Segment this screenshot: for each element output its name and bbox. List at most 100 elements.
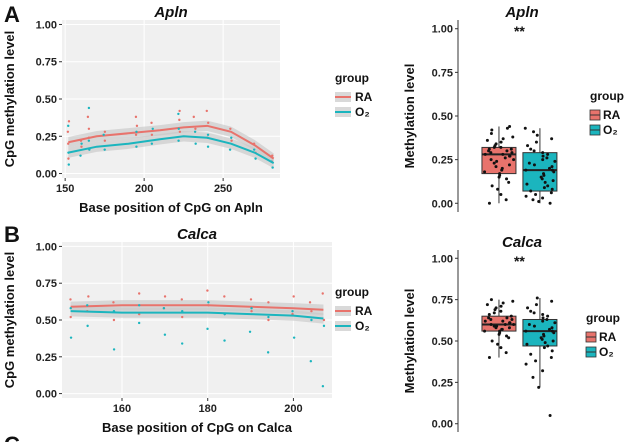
data-point-ra <box>494 165 498 169</box>
data-point-ra <box>490 339 494 343</box>
data-point-ra <box>69 315 72 319</box>
calca-box-chart: 0.00 0.25 0.50 0.75 1.00 Methylation level ** C… <box>402 234 620 432</box>
smooth-line-ra <box>70 304 324 311</box>
apln-box-chart: 0.00 0.25 0.50 0.75 1.00 Methylation level ** A… <box>402 4 624 212</box>
y-axis-label: Methylation level <box>402 289 417 394</box>
data-point-ra <box>489 317 493 321</box>
data-point-ra <box>499 145 503 149</box>
data-point-ra <box>103 139 107 142</box>
data-point-o <box>69 307 72 310</box>
data-point-ra <box>112 301 115 304</box>
data-point-ra <box>80 145 83 148</box>
data-point-ra <box>267 301 270 304</box>
data-point-ra <box>500 166 504 170</box>
data-point-o <box>80 142 83 145</box>
smooth-line-o <box>70 310 324 320</box>
data-point-o <box>532 311 536 315</box>
data-point-o <box>248 330 252 333</box>
data-point-o <box>524 194 528 198</box>
data-point-ra <box>487 316 491 320</box>
data-point-o <box>162 307 166 310</box>
data-point-o <box>250 307 253 310</box>
data-point-o <box>206 133 210 136</box>
chart-title: Calca <box>502 234 542 251</box>
smooth-line-ra <box>68 124 275 160</box>
data-point-ra <box>310 309 313 313</box>
data-point-ra <box>267 318 270 322</box>
data-point-o <box>539 336 543 340</box>
data-point-o <box>86 304 89 307</box>
data-point-ra <box>181 315 184 319</box>
data-point-ra <box>490 184 494 188</box>
data-point-o <box>524 362 528 366</box>
data-point-o <box>542 172 546 176</box>
data-point-o <box>223 339 226 342</box>
data-point-o <box>524 168 528 172</box>
data-point-o <box>137 304 141 307</box>
data-point-o <box>102 133 105 136</box>
data-point-o <box>532 163 536 167</box>
data-point-o <box>548 413 552 417</box>
confidence-band-o <box>68 131 274 169</box>
data-point-o <box>526 306 530 310</box>
data-point-o <box>531 375 535 379</box>
data-point-ra <box>492 324 496 328</box>
data-point-o <box>177 139 180 142</box>
data-point-ra <box>496 187 500 191</box>
data-point-o <box>541 316 545 320</box>
data-point-ra <box>501 137 505 141</box>
data-point-o <box>547 166 551 170</box>
data-point-ra <box>500 327 504 331</box>
data-point-ra <box>505 149 509 153</box>
data-point-ra <box>178 109 181 113</box>
data-point-o <box>541 319 545 323</box>
data-point-o <box>527 322 531 326</box>
data-point-ra <box>512 322 516 326</box>
data-point-o <box>529 147 533 151</box>
y-tick-label: 0.25 <box>432 155 453 167</box>
data-point-o <box>541 196 545 200</box>
data-point-o <box>532 324 536 328</box>
data-point-ra <box>487 313 491 317</box>
data-point-ra <box>489 322 493 326</box>
data-point-o <box>534 303 538 307</box>
data-point-ra <box>112 318 116 322</box>
data-point-o <box>135 145 138 148</box>
data-point-o <box>163 333 167 336</box>
data-point-o <box>546 344 550 348</box>
y-tick-label: 0.50 <box>432 111 453 123</box>
data-point-ra <box>483 319 487 323</box>
data-point-o <box>532 149 536 153</box>
data-point-o <box>291 309 294 313</box>
data-point-o <box>206 145 210 148</box>
data-point-o <box>523 126 527 130</box>
data-point-ra <box>67 157 70 160</box>
y-tick-label: 1.00 <box>432 253 453 265</box>
data-point-ra <box>489 151 493 155</box>
data-point-o <box>535 296 539 300</box>
data-point-o <box>525 182 529 186</box>
legend-label-ra: RA <box>355 90 373 104</box>
data-point-ra <box>510 151 514 155</box>
data-point-o <box>267 315 270 319</box>
data-point-o <box>207 301 210 304</box>
data-point-ra <box>499 304 503 308</box>
data-point-o <box>321 385 325 388</box>
x-tick-label: 250 <box>214 183 232 195</box>
data-point-o <box>194 142 197 145</box>
data-point-o <box>526 144 530 148</box>
data-point-ra <box>495 159 499 163</box>
data-point-o <box>541 151 545 155</box>
data-point-o <box>534 193 538 197</box>
data-point-ra <box>505 177 509 181</box>
data-point-ra <box>489 131 493 135</box>
data-point-ra <box>490 128 494 132</box>
data-point-o <box>550 349 554 353</box>
data-point-o <box>539 175 543 179</box>
data-point-o <box>542 186 546 190</box>
data-point-ra <box>507 163 511 167</box>
data-point-o <box>553 321 557 325</box>
data-point-o <box>550 168 554 172</box>
data-point-o <box>150 142 154 145</box>
